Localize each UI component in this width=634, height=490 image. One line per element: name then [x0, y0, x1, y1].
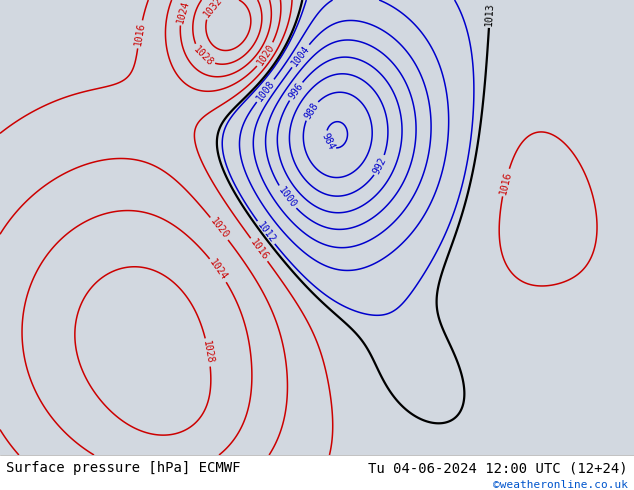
Text: 1000: 1000 — [276, 185, 298, 210]
Text: ©weatheronline.co.uk: ©weatheronline.co.uk — [493, 480, 628, 490]
Text: 1016: 1016 — [498, 170, 513, 195]
Text: 1008: 1008 — [254, 78, 276, 103]
Text: 996: 996 — [287, 81, 305, 101]
Text: 1032: 1032 — [202, 0, 224, 19]
Text: 1016: 1016 — [133, 22, 146, 47]
Text: 1020: 1020 — [255, 42, 276, 67]
Text: 1004: 1004 — [289, 44, 311, 68]
Text: 1012: 1012 — [255, 220, 277, 245]
Text: 984: 984 — [320, 131, 336, 151]
Text: 992: 992 — [372, 155, 389, 175]
Text: 1013: 1013 — [484, 1, 495, 25]
Text: 1016: 1016 — [248, 237, 270, 262]
Text: 1020: 1020 — [208, 216, 231, 241]
Text: 1024: 1024 — [207, 258, 229, 283]
Text: 1024: 1024 — [175, 0, 191, 24]
Text: 1028: 1028 — [191, 44, 215, 68]
Text: Surface pressure [hPa] ECMWF: Surface pressure [hPa] ECMWF — [6, 461, 241, 475]
Text: 988: 988 — [302, 100, 320, 121]
Text: Tu 04-06-2024 12:00 UTC (12+24): Tu 04-06-2024 12:00 UTC (12+24) — [368, 461, 628, 475]
Text: 1028: 1028 — [201, 340, 215, 365]
